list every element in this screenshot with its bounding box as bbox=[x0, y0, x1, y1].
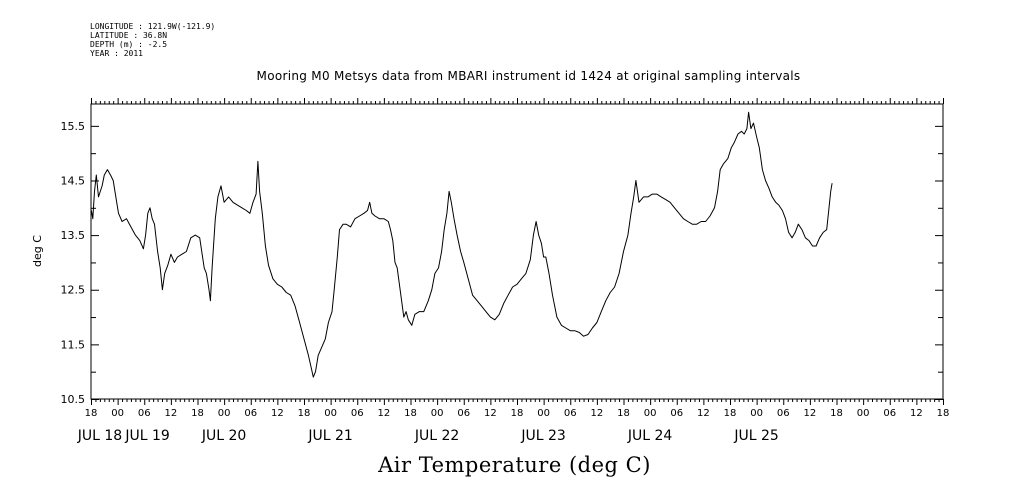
x-tick-label: 12 bbox=[591, 408, 604, 419]
axis-labels: 18 00 06 12 18 00 06 12 18 00 06 12 18 00 06 12 18 00 06 12… bbox=[61, 120, 950, 444]
x-tick-label: 18 bbox=[511, 408, 524, 419]
series-line bbox=[90, 111, 833, 378]
x-tick-label: 18 bbox=[724, 408, 737, 419]
x-tick-label: 12 bbox=[484, 408, 497, 419]
x-tick-label: 12 bbox=[910, 408, 923, 419]
year-label: YEAR : 2011 bbox=[90, 49, 143, 58]
x-tick-label: 00 bbox=[750, 408, 763, 419]
x-tick-label: 00 bbox=[537, 408, 550, 419]
x-tick-label: 06 bbox=[564, 408, 577, 419]
y-tick-label: 10.5 bbox=[61, 393, 86, 406]
x-day-label: JUL 22 bbox=[414, 428, 459, 444]
latitude-label: LATITUDE : 36.8N bbox=[90, 31, 168, 40]
chart-title: Mooring M0 Metsys data from MBARI instru… bbox=[256, 69, 801, 83]
x-tick-label: 18 bbox=[191, 408, 204, 419]
longitude-label: LONGITUDE : 121.9W(-121.9) bbox=[90, 22, 216, 31]
depth-label: DEPTH (m) : -2.5 bbox=[90, 40, 168, 49]
x-tick-label: 12 bbox=[804, 408, 817, 419]
x-day-label: JUL 25 bbox=[733, 428, 778, 444]
x-tick-label: 06 bbox=[351, 408, 364, 419]
x-day-label: JUL 21 bbox=[307, 428, 352, 444]
x-tick-label: 12 bbox=[378, 408, 391, 419]
axis-ticks bbox=[91, 98, 944, 405]
x-tick-label: 06 bbox=[244, 408, 257, 419]
x-day-label: JUL 20 bbox=[201, 428, 246, 444]
x-day-label: JUL 18 bbox=[77, 428, 122, 444]
x-tick-label: 06 bbox=[457, 408, 470, 419]
y-tick-label: 14.5 bbox=[61, 174, 86, 187]
y-tick-label: 13.5 bbox=[61, 229, 86, 242]
x-tick-label: 12 bbox=[697, 408, 710, 419]
x-tick-label: 06 bbox=[670, 408, 683, 419]
x-tick-label: 06 bbox=[883, 408, 896, 419]
metadata-block: LONGITUDE : 121.9W(-121.9) LATITUDE : 36… bbox=[90, 22, 215, 58]
x-day-label: JUL 24 bbox=[627, 428, 673, 444]
y-axis-label: deg C bbox=[31, 235, 44, 267]
x-tick-label: 06 bbox=[777, 408, 790, 419]
x-tick-label: 18 bbox=[85, 408, 98, 419]
y-tick-label: 12.5 bbox=[61, 284, 86, 297]
x-tick-label: 00 bbox=[431, 408, 444, 419]
y-tick-label: 15.5 bbox=[61, 120, 86, 133]
x-tick-label: 00 bbox=[644, 408, 657, 419]
x-tick-label: 00 bbox=[324, 408, 337, 419]
x-tick-label: 18 bbox=[404, 408, 417, 419]
x-tick-label: 00 bbox=[111, 408, 124, 419]
x-tick-label: 18 bbox=[298, 408, 311, 419]
x-tick-label: 00 bbox=[218, 408, 231, 419]
y-tick-label: 11.5 bbox=[61, 338, 86, 351]
x-tick-label: 12 bbox=[165, 408, 178, 419]
x-tick-label: 18 bbox=[617, 408, 630, 419]
x-day-label: JUL 23 bbox=[520, 428, 565, 444]
x-tick-label: 12 bbox=[271, 408, 284, 419]
x-axis-label: Air Temperature (deg C) bbox=[378, 453, 651, 477]
plot-frame bbox=[90, 103, 944, 400]
x-tick-label: 06 bbox=[138, 408, 151, 419]
x-day-label: JUL 19 bbox=[124, 428, 169, 444]
x-tick-label: 18 bbox=[937, 408, 950, 419]
x-tick-label: 18 bbox=[830, 408, 843, 419]
x-tick-label: 00 bbox=[857, 408, 870, 419]
